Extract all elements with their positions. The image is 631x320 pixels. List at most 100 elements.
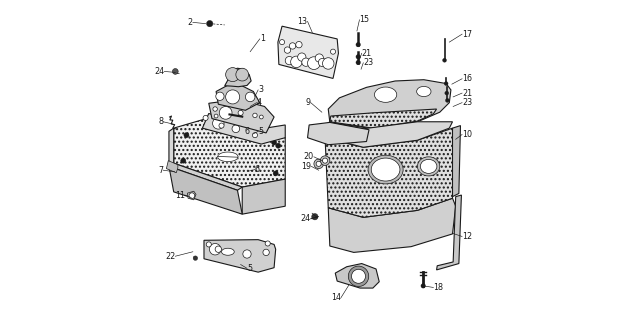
Polygon shape bbox=[218, 152, 238, 162]
Circle shape bbox=[273, 171, 278, 176]
Circle shape bbox=[245, 92, 255, 102]
Ellipse shape bbox=[221, 248, 234, 255]
Circle shape bbox=[331, 49, 336, 54]
Text: 12: 12 bbox=[462, 232, 472, 241]
Text: 4: 4 bbox=[257, 98, 262, 107]
Circle shape bbox=[252, 132, 257, 138]
Circle shape bbox=[219, 123, 224, 128]
Polygon shape bbox=[330, 109, 437, 128]
Circle shape bbox=[316, 161, 321, 166]
Circle shape bbox=[291, 56, 302, 68]
Circle shape bbox=[238, 110, 243, 116]
Circle shape bbox=[206, 242, 211, 247]
Polygon shape bbox=[328, 198, 456, 252]
Circle shape bbox=[226, 68, 240, 82]
Circle shape bbox=[203, 116, 208, 121]
Polygon shape bbox=[187, 191, 196, 200]
Polygon shape bbox=[328, 80, 451, 129]
Text: 22: 22 bbox=[165, 252, 175, 261]
Circle shape bbox=[232, 125, 240, 132]
Circle shape bbox=[213, 118, 224, 129]
Ellipse shape bbox=[416, 86, 431, 97]
Circle shape bbox=[307, 57, 321, 69]
Circle shape bbox=[216, 92, 224, 100]
Text: 5: 5 bbox=[247, 264, 252, 273]
Text: 16: 16 bbox=[462, 74, 472, 83]
Polygon shape bbox=[169, 166, 242, 214]
Circle shape bbox=[236, 68, 249, 81]
Circle shape bbox=[290, 43, 296, 49]
Circle shape bbox=[226, 90, 240, 104]
Text: 9: 9 bbox=[305, 98, 310, 107]
Text: 5: 5 bbox=[258, 127, 263, 136]
Text: 23: 23 bbox=[363, 58, 374, 67]
Polygon shape bbox=[325, 122, 452, 147]
Text: 23: 23 bbox=[462, 98, 472, 107]
Circle shape bbox=[189, 193, 195, 198]
Text: 13: 13 bbox=[298, 17, 307, 26]
Circle shape bbox=[351, 269, 365, 283]
Circle shape bbox=[322, 158, 327, 163]
Circle shape bbox=[296, 42, 302, 48]
Polygon shape bbox=[203, 114, 285, 144]
Text: 18: 18 bbox=[433, 283, 444, 292]
Text: 6: 6 bbox=[255, 165, 260, 174]
Polygon shape bbox=[169, 128, 174, 166]
Text: 11: 11 bbox=[175, 190, 185, 200]
Circle shape bbox=[280, 40, 285, 45]
Text: 20: 20 bbox=[304, 152, 314, 161]
Text: 14: 14 bbox=[331, 293, 341, 302]
Circle shape bbox=[321, 156, 330, 165]
Circle shape bbox=[444, 82, 448, 85]
Text: 17: 17 bbox=[462, 30, 472, 39]
Polygon shape bbox=[449, 125, 461, 198]
Circle shape bbox=[209, 244, 221, 255]
Circle shape bbox=[214, 114, 218, 118]
Polygon shape bbox=[325, 128, 452, 217]
Circle shape bbox=[243, 250, 251, 258]
Circle shape bbox=[206, 20, 213, 27]
Ellipse shape bbox=[371, 158, 400, 181]
Polygon shape bbox=[242, 179, 285, 214]
Polygon shape bbox=[209, 100, 274, 133]
Ellipse shape bbox=[420, 159, 437, 173]
Text: 15: 15 bbox=[360, 15, 370, 24]
Circle shape bbox=[319, 58, 327, 67]
Circle shape bbox=[314, 159, 324, 169]
Text: 24: 24 bbox=[300, 214, 310, 223]
Text: 24: 24 bbox=[154, 67, 164, 76]
Text: 10: 10 bbox=[462, 130, 472, 139]
Circle shape bbox=[193, 256, 198, 260]
Text: 8: 8 bbox=[158, 117, 163, 126]
Circle shape bbox=[285, 56, 293, 65]
Polygon shape bbox=[335, 264, 379, 288]
Polygon shape bbox=[216, 85, 260, 110]
Polygon shape bbox=[278, 26, 338, 78]
Polygon shape bbox=[169, 163, 242, 190]
Circle shape bbox=[180, 158, 186, 163]
Circle shape bbox=[298, 53, 306, 61]
Circle shape bbox=[421, 284, 425, 288]
Circle shape bbox=[271, 140, 276, 145]
Text: 2: 2 bbox=[187, 18, 193, 27]
Ellipse shape bbox=[374, 87, 397, 102]
Ellipse shape bbox=[418, 157, 440, 176]
Circle shape bbox=[253, 113, 257, 118]
Circle shape bbox=[442, 58, 447, 62]
Circle shape bbox=[312, 213, 318, 220]
Text: 19: 19 bbox=[301, 162, 311, 171]
Circle shape bbox=[445, 91, 449, 95]
Circle shape bbox=[356, 43, 360, 47]
Polygon shape bbox=[437, 195, 461, 270]
Circle shape bbox=[285, 47, 291, 53]
Circle shape bbox=[356, 54, 360, 59]
Circle shape bbox=[322, 58, 334, 69]
Text: 7: 7 bbox=[158, 166, 163, 175]
Circle shape bbox=[276, 143, 281, 148]
Circle shape bbox=[184, 132, 189, 138]
Polygon shape bbox=[225, 68, 251, 87]
Circle shape bbox=[445, 99, 449, 102]
Polygon shape bbox=[307, 123, 369, 145]
Text: 1: 1 bbox=[260, 35, 265, 44]
Circle shape bbox=[315, 54, 324, 62]
